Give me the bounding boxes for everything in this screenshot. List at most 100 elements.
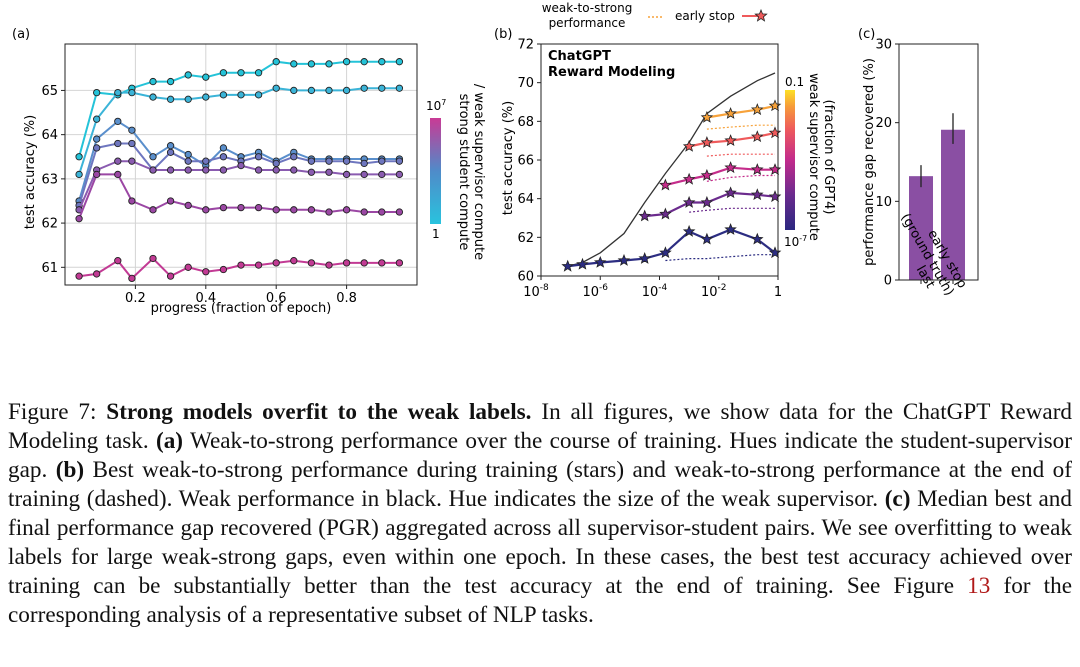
early-stop-star [659, 246, 672, 259]
panel-b-ylabel: test accuracy (%) [501, 101, 516, 215]
caption-text-3: Best weak-to-strong performance during t… [8, 457, 1072, 512]
final-performance-dashed [689, 207, 775, 213]
early-stop-star [768, 246, 782, 259]
series-line [78, 257, 400, 280]
early-stop-star [768, 99, 782, 112]
early-stop-star [700, 168, 714, 181]
tick-label-y: 66 [517, 154, 534, 169]
data-point [219, 91, 228, 99]
data-point [342, 206, 351, 214]
tick-label-y: 63 [41, 172, 58, 187]
bar [941, 129, 965, 280]
data-point [114, 117, 122, 126]
data-point [219, 203, 228, 212]
early-stop-star [724, 161, 737, 174]
tick-label-y: 0 [884, 274, 892, 289]
caption-text-2: Weak-to-strong performance over the cour… [8, 428, 1072, 483]
data-point [254, 166, 263, 174]
early-stop-star [682, 172, 696, 185]
early-stop-star [750, 103, 764, 116]
tick-label-x: 10-8 [523, 283, 549, 300]
final-performance-dashed [706, 174, 775, 182]
data-point [342, 259, 351, 267]
data-point [237, 261, 245, 269]
data-point [290, 60, 298, 68]
data-point [237, 69, 245, 77]
data-point [149, 166, 157, 174]
figure-13-link[interactable]: 13 [967, 573, 991, 599]
early-stop-star [659, 178, 672, 191]
data-point [325, 168, 333, 176]
caption-text-4: Median best and final performance gap re… [8, 486, 1072, 599]
data-point [75, 215, 83, 223]
data-point [149, 93, 157, 101]
caption-a-label: (a) [155, 428, 184, 454]
early-stop-star [638, 209, 651, 222]
data-point [93, 144, 101, 152]
data-point [184, 150, 192, 159]
data-point [395, 84, 404, 92]
data-point [166, 148, 175, 156]
data-point [128, 139, 136, 148]
early-stop-star [724, 134, 737, 146]
early-stop-star [724, 222, 737, 235]
data-point [325, 157, 333, 165]
data-point [219, 144, 228, 152]
data-point [378, 208, 386, 216]
caption-bold: Strong models overfit to the weak labels… [106, 399, 532, 425]
panel-b-colorbar-top: 0.1 [785, 75, 804, 89]
data-point [114, 88, 122, 97]
tick-label-y: 68 [517, 115, 534, 130]
data-point [219, 153, 228, 161]
data-point [342, 170, 351, 179]
panel-a-series [75, 58, 404, 283]
data-point [202, 73, 210, 81]
early-stop-star [700, 110, 714, 123]
panel-b-title: ChatGPT Reward Modeling [548, 49, 675, 80]
panel-b-plot [561, 72, 782, 272]
caption-c-label: (c) [884, 486, 911, 512]
data-point [219, 69, 228, 77]
data-point [254, 203, 263, 212]
early-stop-star [768, 163, 782, 175]
data-point [325, 60, 333, 68]
tick-label-x: 10-2 [701, 283, 727, 300]
data-point [254, 261, 263, 269]
data-point [75, 153, 83, 161]
data-point [272, 58, 280, 66]
data-point [237, 161, 245, 170]
tick-label-y: 60 [517, 270, 534, 285]
data-point [395, 259, 404, 267]
panel-c-frame [898, 43, 979, 281]
data-point [128, 157, 136, 165]
data-point [254, 69, 263, 77]
caption-prefix: Figure 7: [8, 399, 107, 425]
data-point [307, 259, 316, 267]
caption-b-label: (b) [55, 457, 85, 483]
data-point [166, 166, 175, 174]
early-stop-star [768, 190, 782, 203]
panel-a-colorbar-label: strong student compute/ weak supervisor … [456, 84, 486, 260]
data-point [342, 157, 351, 165]
tick-label-y: 65 [41, 84, 58, 99]
early-stop-star [750, 232, 764, 245]
tick-label-y: 30 [875, 38, 892, 53]
early-stop-star [724, 106, 737, 119]
data-point [237, 91, 245, 99]
tick-label-y: 64 [517, 192, 534, 207]
series-line [78, 173, 400, 220]
data-point [272, 84, 280, 92]
tick-label-y: 62 [517, 231, 534, 246]
early-stop-star [576, 257, 589, 270]
data-point [307, 206, 316, 214]
data-point [378, 157, 386, 165]
data-point [378, 259, 386, 267]
figure-caption: Figure 7: Strong models overfit to the w… [8, 398, 1072, 630]
tick-label-y: 62 [41, 217, 58, 232]
data-point [378, 58, 386, 66]
data-point [202, 206, 210, 214]
panel-a-colorbar-top: 107 [426, 98, 446, 113]
data-point [378, 170, 386, 179]
data-point [360, 208, 368, 216]
